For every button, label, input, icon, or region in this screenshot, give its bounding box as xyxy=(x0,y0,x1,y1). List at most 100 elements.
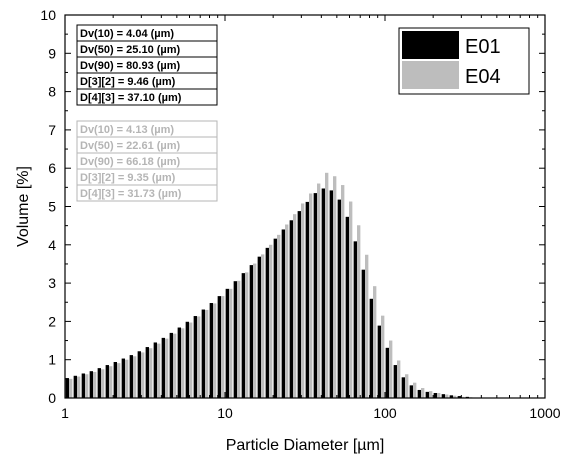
y-tick-label: 3 xyxy=(48,275,56,291)
bar-e01-28 xyxy=(289,220,293,398)
bar-e04-15 xyxy=(189,322,193,398)
bar-e01-34 xyxy=(337,199,341,398)
legend-swatch-e04 xyxy=(402,61,459,89)
bar-e01-32 xyxy=(321,188,325,398)
y-tick-label: 4 xyxy=(48,237,56,253)
bar-e04-34 xyxy=(341,185,345,398)
bar-e01-14 xyxy=(177,327,181,398)
stat-text: Dv(10) = 4.13 (µm) xyxy=(80,124,174,136)
bars-layer xyxy=(65,172,481,399)
bar-e04-23 xyxy=(253,263,257,398)
stat-text: D[4][3] = 37.10 (µm) xyxy=(80,92,182,104)
x-tick-label: 10 xyxy=(217,405,233,421)
stat-cell xyxy=(76,184,218,202)
bar-e01-7 xyxy=(121,358,126,398)
bar-e01-17 xyxy=(201,309,205,398)
bar-e04-3 xyxy=(93,371,97,398)
bar-e01-6 xyxy=(113,362,117,398)
bar-e04-7 xyxy=(125,359,129,398)
bar-e04-13 xyxy=(173,333,177,398)
bar-e04-41 xyxy=(397,360,401,398)
bar-e01-3 xyxy=(89,371,94,398)
bar-e04-11 xyxy=(157,343,161,398)
bar-e04-9 xyxy=(140,352,145,398)
bar-e04-18 xyxy=(213,303,217,398)
bar-e04-38 xyxy=(373,286,377,398)
bar-e01-20 xyxy=(225,288,229,398)
bar-e01-41 xyxy=(393,365,397,398)
bar-e04-17 xyxy=(205,309,209,398)
bar-e04-1 xyxy=(77,376,81,398)
stat-text: D[4][3] = 31.73 (µm) xyxy=(80,188,182,200)
bar-e04-2 xyxy=(85,374,89,398)
bar-e04-30 xyxy=(309,193,313,398)
bar-e04-35 xyxy=(349,201,353,398)
bar-e01-23 xyxy=(249,265,254,398)
x-tick-label: 1 xyxy=(61,405,69,421)
bar-e01-10 xyxy=(145,347,149,398)
bar-e01-30 xyxy=(305,201,309,398)
bar-e01-43 xyxy=(409,385,414,398)
bar-e04-36 xyxy=(357,225,361,398)
bar-e01-47 xyxy=(441,394,446,398)
bar-e04-25 xyxy=(268,244,273,398)
bar-e04-29 xyxy=(300,203,305,398)
bar-e01-31 xyxy=(313,193,317,398)
bar-e04-21 xyxy=(237,280,241,398)
bar-e04-46 xyxy=(437,393,441,398)
bar-e04-37 xyxy=(365,254,369,398)
stat-text: Dv(90) = 66.18 (µm) xyxy=(80,156,181,168)
bar-e01-2 xyxy=(81,373,86,398)
bar-e01-36 xyxy=(353,241,357,398)
bar-e04-27 xyxy=(285,224,289,398)
bar-e01-4 xyxy=(97,368,101,398)
bar-e01-45 xyxy=(425,391,429,398)
bar-e04-43 xyxy=(413,382,417,398)
stat-text: Dv(50) = 25.10 (µm) xyxy=(80,44,181,56)
bar-e04-16 xyxy=(197,316,201,398)
stat-text: D[3][2] = 9.46 (µm) xyxy=(80,76,176,88)
bar-e01-13 xyxy=(169,332,173,398)
bar-e01-33 xyxy=(329,190,333,398)
bar-e04-10 xyxy=(149,348,153,398)
bar-e01-42 xyxy=(401,377,406,398)
bar-e01-46 xyxy=(433,393,437,398)
y-tick-label: 10 xyxy=(40,7,56,23)
bar-e01-16 xyxy=(193,316,197,398)
y-tick-label: 0 xyxy=(48,390,56,406)
bar-e01-29 xyxy=(297,211,301,398)
y-tick-label: 1 xyxy=(48,352,56,368)
bar-e04-5 xyxy=(108,366,113,398)
bar-e01-24 xyxy=(257,256,261,398)
legend-label-e01: E01 xyxy=(465,36,501,58)
bar-e04-22 xyxy=(245,272,249,398)
y-tick-label: 7 xyxy=(48,122,56,138)
bar-e01-26 xyxy=(273,238,277,398)
stat-text: Dv(10) = 4.04 (µm) xyxy=(80,28,174,40)
bar-e04-47 xyxy=(445,394,449,398)
bar-e04-6 xyxy=(117,363,121,398)
bar-e04-45 xyxy=(428,391,433,398)
bar-e01-22 xyxy=(241,273,246,398)
y-axis-title: Volume [%] xyxy=(15,166,32,247)
bar-e01-8 xyxy=(129,355,133,398)
bar-e04-24 xyxy=(261,254,265,399)
bar-e01-38 xyxy=(369,298,373,398)
bar-e04-26 xyxy=(277,234,281,398)
bar-e01-19 xyxy=(217,296,221,398)
bar-e01-1 xyxy=(73,375,77,398)
bar-e01-49 xyxy=(457,396,461,398)
bar-e04-31 xyxy=(317,183,321,398)
bar-e04-14 xyxy=(181,328,185,398)
stat-text: D[3][2] = 9.35 (µm) xyxy=(80,172,176,184)
bar-e04-40 xyxy=(389,340,393,398)
stat-text: Dv(90) = 80.93 (µm) xyxy=(80,60,181,72)
bar-e01-15 xyxy=(185,321,189,398)
bar-e01-39 xyxy=(377,325,381,398)
bar-e04-0 xyxy=(69,378,73,398)
bar-e04-39 xyxy=(381,315,385,398)
bar-e04-33 xyxy=(333,176,337,398)
bar-e04-48 xyxy=(453,395,457,398)
